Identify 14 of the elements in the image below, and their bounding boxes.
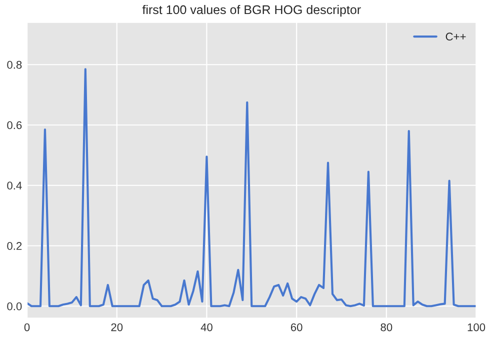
- x-tick-label: 100: [468, 323, 486, 332]
- x-tick-label: 40: [200, 323, 212, 332]
- y-tick-label: 0.6: [7, 121, 22, 130]
- chart-title: first 100 values of BGR HOG descriptor: [142, 4, 361, 17]
- line-series: [27, 68, 476, 308]
- y-tick-label: 0.8: [7, 60, 22, 69]
- x-tick-label: 60: [290, 323, 302, 332]
- x-tick-label: 80: [380, 323, 392, 332]
- y-tick-label: 0.4: [7, 182, 22, 190]
- x-tick-label: 20: [111, 323, 123, 332]
- x-tick-label: 0: [24, 323, 30, 332]
- legend-label: C++: [446, 32, 466, 41]
- y-tick-label: 0.2: [7, 242, 22, 250]
- y-tick-label: 0.0: [7, 302, 22, 310]
